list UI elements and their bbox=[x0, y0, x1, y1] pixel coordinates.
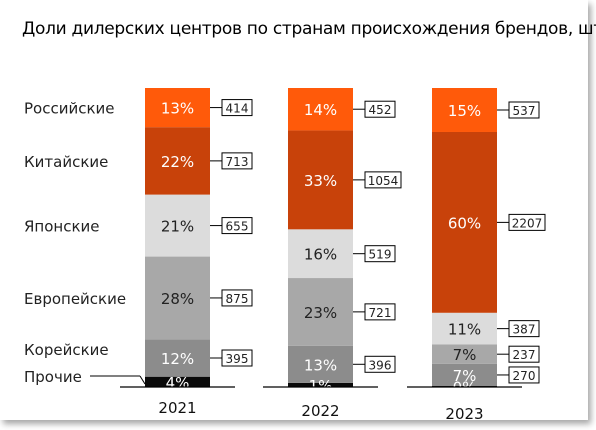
bar-percent-label: 22% bbox=[161, 153, 194, 171]
value-box bbox=[221, 99, 253, 117]
bar-segment bbox=[145, 256, 210, 340]
legend-label: Российские bbox=[24, 100, 115, 118]
value-box bbox=[364, 100, 396, 118]
value-label: 270 bbox=[513, 369, 536, 383]
bar-percent-label: 33% bbox=[304, 172, 337, 190]
bar-segment bbox=[432, 88, 497, 132]
value-label: 713 bbox=[226, 155, 249, 169]
value-box bbox=[508, 366, 540, 384]
value-label: 395 bbox=[226, 352, 249, 366]
value-label: 721 bbox=[369, 306, 392, 320]
bar-segment bbox=[288, 278, 353, 346]
bar-segment bbox=[145, 194, 210, 257]
value-box bbox=[221, 349, 253, 367]
bar-percent-label: 7% bbox=[453, 346, 477, 364]
value-box bbox=[508, 213, 546, 231]
bar-segment bbox=[145, 88, 210, 128]
value-box bbox=[221, 289, 253, 307]
value-label: 519 bbox=[369, 248, 392, 262]
bar-percent-label: 12% bbox=[161, 350, 194, 368]
bar-percent-label: 13% bbox=[161, 100, 194, 118]
legend-label: Китайские bbox=[24, 153, 108, 171]
bar-segment bbox=[432, 131, 497, 313]
bar-percent-label: 4% bbox=[166, 374, 190, 392]
value-box bbox=[221, 152, 253, 170]
legend-label: Японские bbox=[24, 218, 100, 236]
bar-percent-label: 13% bbox=[304, 356, 337, 374]
legend-label: Корейские bbox=[24, 341, 109, 359]
bar-percent-label: 28% bbox=[161, 290, 194, 308]
value-box bbox=[508, 320, 540, 338]
value-box bbox=[508, 345, 540, 363]
bar-segment bbox=[288, 88, 353, 131]
bar-segment bbox=[145, 127, 210, 195]
bar-percent-label: 23% bbox=[304, 304, 337, 322]
bar-segment bbox=[145, 339, 210, 377]
value-label: 537 bbox=[513, 104, 536, 118]
category-label: 2021 bbox=[158, 399, 196, 417]
value-box bbox=[508, 101, 540, 119]
bar-segment bbox=[432, 363, 497, 387]
category-label: 2023 bbox=[445, 405, 483, 423]
value-label: 2207 bbox=[512, 216, 543, 230]
bar-percent-label: 15% bbox=[448, 102, 481, 120]
value-label: 387 bbox=[513, 323, 536, 337]
bar-percent-label: 16% bbox=[304, 246, 337, 264]
value-box bbox=[364, 245, 396, 263]
bar-segment bbox=[288, 229, 353, 279]
bar-percent-label: 7% bbox=[453, 367, 477, 385]
value-label: 655 bbox=[226, 220, 249, 234]
bar-percent-label: 14% bbox=[304, 101, 337, 119]
value-box bbox=[364, 355, 396, 373]
value-label: 396 bbox=[369, 358, 392, 372]
value-box bbox=[364, 303, 396, 321]
bar-segment bbox=[432, 344, 497, 364]
bar-percent-label: 60% bbox=[448, 214, 481, 232]
value-label: 875 bbox=[226, 292, 249, 306]
value-label: 237 bbox=[513, 348, 536, 362]
bar-percent-label: 11% bbox=[448, 321, 481, 339]
chart-frame: Доли дилерских центров по странам происх… bbox=[22, 19, 596, 423]
value-label: 452 bbox=[369, 103, 392, 117]
category-label: 2022 bbox=[301, 402, 339, 420]
bar-segment bbox=[288, 345, 353, 383]
bar-segment bbox=[288, 130, 353, 230]
value-box bbox=[364, 171, 402, 189]
legend-label: Европейские bbox=[24, 290, 126, 308]
value-box bbox=[221, 217, 253, 235]
bar-percent-label: 1% bbox=[309, 377, 333, 395]
bar-percent-label: 21% bbox=[161, 218, 194, 236]
value-label: 1054 bbox=[368, 174, 399, 188]
bar-segment bbox=[145, 376, 210, 387]
bar-segment bbox=[432, 312, 497, 345]
legend-leader bbox=[139, 375, 146, 385]
value-label: 414 bbox=[226, 102, 249, 116]
legend-label: Прочие bbox=[24, 368, 82, 386]
chart-title: Доли дилерских центров по странам происх… bbox=[22, 19, 596, 39]
bar-segment bbox=[288, 382, 353, 387]
